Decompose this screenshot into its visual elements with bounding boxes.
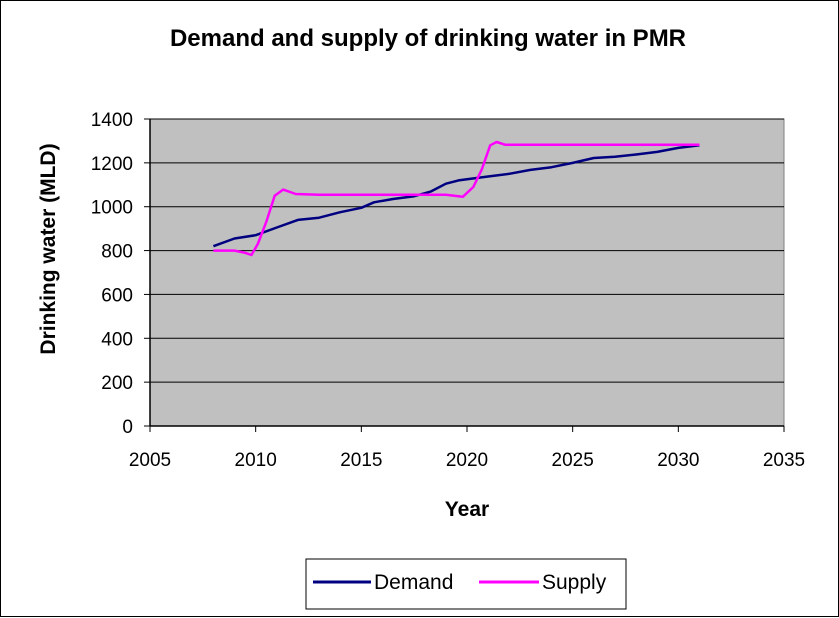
x-tick-label-2025: 2025 bbox=[552, 450, 594, 471]
x-tick-label-2010: 2010 bbox=[235, 450, 277, 471]
x-tick-label-2030: 2030 bbox=[657, 450, 699, 471]
y-tick-label-1000: 1000 bbox=[91, 198, 133, 219]
plot-background bbox=[149, 118, 785, 427]
y-tick-label-600: 600 bbox=[101, 285, 133, 306]
x-tick-label-2035: 2035 bbox=[763, 450, 805, 471]
series-line-supply bbox=[213, 140, 700, 257]
x-axis-title: Year bbox=[445, 498, 489, 521]
x-tick-label-2015: 2015 bbox=[340, 450, 382, 471]
legend-box bbox=[305, 558, 627, 610]
legend: Demand Supply bbox=[305, 558, 627, 610]
y-tick-label-1200: 1200 bbox=[91, 154, 133, 175]
y-tick-label-400: 400 bbox=[101, 329, 133, 350]
chart-title: Demand and supply of drinking water in P… bbox=[170, 25, 686, 52]
legend-label-supply: Supply bbox=[542, 571, 607, 594]
legend-label-demand: Demand bbox=[374, 571, 453, 594]
series-line-demand bbox=[212, 144, 700, 248]
y-tick-label-1400: 1400 bbox=[91, 110, 133, 131]
x-tick-label-2005: 2005 bbox=[129, 450, 171, 471]
plot-area: 0 200 400 600 800 1000 1200 1400 2005 2010 2015 202… bbox=[91, 110, 805, 471]
y-axis-title: Drinking water (MLD) bbox=[37, 143, 60, 354]
x-tick-label-2020: 2020 bbox=[446, 450, 488, 471]
y-tick-label-800: 800 bbox=[101, 242, 133, 263]
y-tick-label-0: 0 bbox=[122, 417, 133, 438]
y-tick-label-200: 200 bbox=[101, 373, 133, 394]
